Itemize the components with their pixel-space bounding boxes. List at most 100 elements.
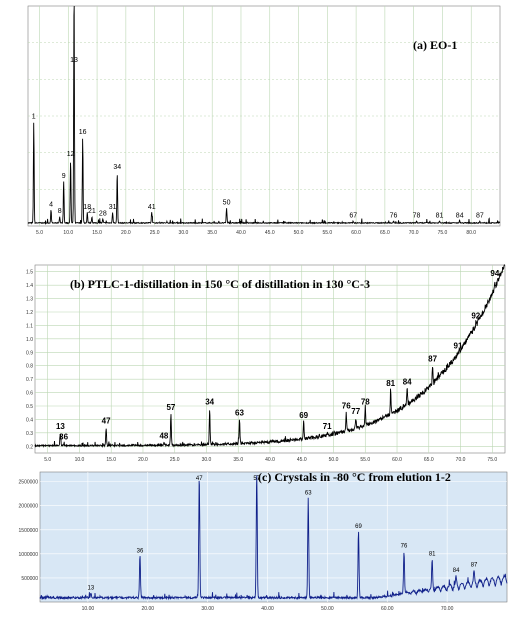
peak-label: 16	[79, 129, 87, 136]
x-tick-label: 5.0	[44, 457, 51, 462]
x-tick-label: 65.0	[380, 230, 390, 236]
chromatogram-b-title: (b) PTLC-1-distillation in 150 °C of dis…	[70, 277, 370, 291]
y-tick-label: 500000	[21, 576, 38, 582]
x-tick-label: 10.0	[75, 457, 85, 462]
peak-label: 31	[109, 204, 117, 211]
chromatogram-a: 5.0 10.0 15.0 20.0 25.0 30.0 35.0 40.0 45.0 50.0 5…	[0, 0, 515, 255]
peak-label: 84	[456, 213, 464, 220]
peak-label: 13	[88, 585, 95, 591]
x-tick-label: 50.0	[294, 230, 304, 236]
peak-label: 57	[253, 476, 260, 482]
x-tick-label: 55.0	[322, 230, 332, 236]
y-tick-label: 0.5	[26, 404, 33, 410]
peak-label: 18	[83, 204, 91, 211]
peak-label: 87	[428, 355, 437, 364]
x-tick-label: 70.00	[441, 606, 454, 612]
x-tick-label: 35.0	[207, 230, 217, 236]
x-tick-label: 10.00	[82, 606, 95, 612]
x-tick-label: 10.0	[63, 230, 73, 236]
peak-label: 81	[436, 213, 444, 220]
peak-label: 34	[205, 398, 214, 407]
peak-label: 81	[386, 379, 395, 388]
peak-label: 1	[32, 114, 36, 121]
chromatogram-b: 5.0 10.0 15.0 20.0 25.0 30.0 35.0 40.0 45.0 50.0 5…	[0, 255, 515, 462]
x-tick-label: 45.0	[297, 457, 307, 462]
peak-label: 50	[223, 199, 231, 206]
x-tick-label: 75.0	[438, 230, 448, 236]
peak-label: 78	[361, 398, 370, 407]
y-tick-label: 0.2	[26, 444, 33, 450]
peak-label: 94	[490, 269, 499, 278]
x-tick-label: 30.0	[179, 230, 189, 236]
x-tick-label: 30.00	[201, 606, 214, 612]
peak-label: 36	[137, 548, 144, 554]
peak-label: 28	[99, 210, 107, 217]
x-tick-label: 50.00	[321, 606, 334, 612]
x-tick-label: 25.0	[170, 457, 180, 462]
peak-label: 21	[88, 208, 96, 215]
x-tick-label: 50.0	[329, 457, 339, 462]
peak-label: 12	[67, 151, 75, 158]
y-tick-label: 0.9	[26, 350, 33, 356]
plot-area	[39, 471, 508, 603]
peak-label: 63	[235, 408, 244, 417]
x-tick-label: 60.0	[392, 457, 402, 462]
y-tick-label: 1.4	[26, 283, 33, 289]
chromatogram-b-plot: 5.0 10.0 15.0 20.0 25.0 30.0 35.0 40.0 45.0 50.0 5…	[26, 264, 506, 462]
peak-label: 63	[305, 490, 312, 496]
peak-label: 71	[323, 422, 332, 431]
x-tick-label: 40.0	[265, 457, 275, 462]
x-tick-label: 60.0	[351, 230, 361, 236]
peak-label: 47	[102, 416, 111, 425]
y-tick-label: 0.6	[26, 391, 33, 397]
y-tick-label: 0.8	[26, 364, 33, 370]
chromatogram-a-title: (a) EO-1	[413, 38, 458, 52]
chromatogram-trace	[27, 5, 501, 226]
chromatogram-c-plot: 10.00 20.00 30.00 40.00 50.00 60.00 70.00 50000…	[19, 471, 508, 612]
x-tick-label: 35.0	[233, 457, 243, 462]
peak-label: 36	[59, 433, 68, 442]
y-tick-label: 0.3	[26, 431, 33, 437]
peak-label: 69	[355, 524, 362, 530]
x-tick-label: 45.0	[265, 230, 275, 236]
y-tick-label: 1.0	[26, 337, 33, 343]
peak-label: 9	[62, 173, 66, 180]
y-tick-label: 1.5	[26, 270, 33, 276]
chromatogram-trace	[34, 264, 505, 449]
x-tick-label: 55.0	[360, 457, 370, 462]
y-tick-label: 1500000	[19, 528, 39, 534]
peak-label: 87	[471, 563, 478, 569]
x-tick-label: 70.0	[409, 230, 419, 236]
x-tick-label: 15.0	[106, 457, 116, 462]
x-tick-label: 20.0	[121, 230, 131, 236]
x-tick-label: 20.00	[142, 606, 155, 612]
y-tick-label: 2500000	[19, 480, 39, 486]
peak-label: 67	[349, 213, 357, 220]
x-tick-label: 60.00	[381, 606, 394, 612]
y-tick-label: 1.1	[26, 323, 33, 329]
x-tick-label: 65.0	[424, 457, 434, 462]
y-tick-label: 1000000	[19, 552, 39, 558]
peak-label: 41	[148, 204, 156, 211]
chromatogram-c: 10.00 20.00 30.00 40.00 50.00 60.00 70.00 50000…	[0, 462, 515, 619]
x-tick-label: 5.0	[36, 230, 43, 236]
chromatogram-a-plot: 5.0 10.0 15.0 20.0 25.0 30.0 35.0 40.0 45.0 50.0 5…	[27, 5, 501, 236]
x-tick-label: 40.0	[236, 230, 246, 236]
y-tick-label: 0.4	[26, 417, 33, 423]
peak-label: 4	[49, 202, 53, 209]
peak-label: 13	[70, 57, 78, 64]
peak-label: 76	[342, 402, 351, 411]
peak-label: 84	[453, 568, 460, 574]
x-tick-label: 70.0	[456, 457, 466, 462]
peak-label: 81	[429, 552, 436, 558]
y-tick-label: 1.2	[26, 310, 33, 316]
x-tick-label: 25.0	[150, 230, 160, 236]
peak-label: 78	[413, 213, 421, 220]
peak-label: 76	[401, 543, 408, 549]
chromatogram-trace	[39, 475, 508, 601]
peak-label: 77	[351, 407, 360, 416]
peak-label: 48	[159, 431, 168, 440]
y-tick-label: 1.3	[26, 297, 33, 303]
y-tick-label: 0.7	[26, 377, 33, 383]
chromatogram-c-title: (c) Crystals in -80 °C from elution 1-2	[258, 470, 451, 484]
